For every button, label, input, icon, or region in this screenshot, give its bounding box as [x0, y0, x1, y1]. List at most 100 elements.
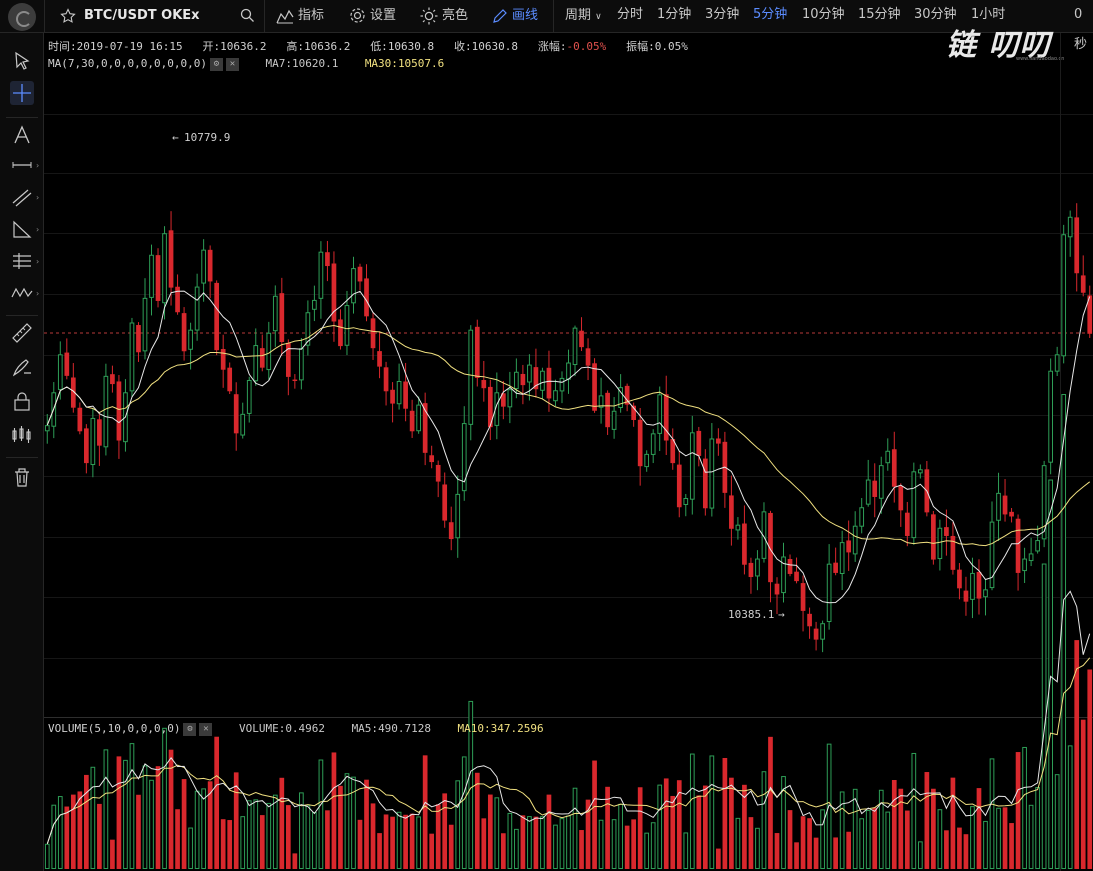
volume-bar — [553, 824, 558, 870]
candle-body — [546, 367, 552, 399]
volume-bar — [162, 727, 167, 870]
cursor-arrow-icon[interactable] — [10, 49, 34, 73]
candle-body — [416, 404, 421, 432]
volume-bar — [520, 815, 526, 869]
volume-bar — [716, 848, 721, 869]
volume-bar — [865, 810, 871, 869]
period-option[interactable]: 1小时 — [971, 7, 1006, 22]
period-option-active[interactable]: 5分钟 — [753, 7, 788, 22]
period-option[interactable]: 3分钟 — [705, 7, 740, 22]
candle-body — [142, 297, 148, 352]
wave-pattern-tool-icon[interactable] — [10, 281, 34, 305]
volume-close-icon[interactable]: ✕ — [199, 722, 213, 736]
indicators-icon — [276, 9, 294, 23]
volume-legend: VOLUME(5,10,0,0,0,0) ⚙ ✕ VOLUME:0.4962 MA5… — [48, 722, 544, 736]
volume-bar — [579, 830, 584, 869]
settings-button[interactable]: 设置 — [349, 0, 396, 33]
volume-bar — [390, 816, 395, 869]
volume-settings-icon[interactable]: ⚙ — [183, 722, 197, 736]
draw-button[interactable]: 画线 — [492, 0, 538, 33]
ruler-icon[interactable] — [10, 321, 34, 345]
volume-bar — [748, 817, 754, 869]
candle-body — [279, 293, 285, 342]
candle-body — [559, 377, 565, 392]
ma-legend: MA(7,30,0,0,0,0,0,0,0,0) ⚙ ✕ MA7:10620.1 M… — [48, 57, 445, 71]
volume-bar — [872, 807, 878, 869]
symbol-title[interactable]: BTC/USDT OKEx — [84, 8, 200, 23]
volume-bar — [188, 827, 193, 870]
candle-body — [64, 352, 70, 376]
volume-bar — [683, 832, 689, 869]
volume-bar — [84, 774, 89, 869]
lock-icon[interactable] — [10, 389, 34, 413]
fibonacci-tool-icon[interactable] — [10, 249, 34, 273]
candle-body — [735, 524, 741, 531]
volume-bar — [572, 787, 578, 870]
volume-bar — [370, 803, 376, 869]
volume-bar — [735, 817, 741, 869]
candle-body — [787, 559, 793, 574]
triangle-tool-icon[interactable] — [10, 217, 34, 241]
ma-params[interactable]: MA(7,30,0,0,0,0,0,0,0,0) — [48, 57, 207, 70]
volume-bar — [1048, 479, 1053, 869]
volume-bar — [325, 810, 330, 869]
period-option[interactable]: 分时 — [617, 7, 644, 22]
candle-body — [976, 571, 982, 599]
volume-bar — [937, 809, 943, 870]
volume-params[interactable]: VOLUME(5,10,0,0,0,0) — [48, 722, 181, 735]
candle-body — [390, 389, 395, 404]
volume-bar — [201, 788, 206, 869]
candle-body — [207, 249, 213, 282]
trend-channel-tool-icon[interactable] — [10, 185, 34, 209]
candle-body — [872, 480, 878, 497]
candle-body — [500, 393, 506, 407]
volume-bar — [285, 805, 291, 869]
candle-body — [1054, 354, 1060, 372]
ma-close-icon[interactable]: ✕ — [225, 57, 239, 71]
volume-bar — [950, 777, 956, 869]
candle-body — [429, 455, 435, 463]
indicators-button[interactable]: 指标 — [276, 0, 324, 33]
ohlc-high: 10636.2 — [303, 40, 351, 53]
candlestick-visibility-icon[interactable] — [10, 423, 34, 447]
candle-body — [325, 252, 330, 267]
ma7-line — [46, 290, 1091, 604]
crosshair-icon[interactable] — [10, 81, 34, 105]
text-tool-icon[interactable] — [10, 123, 34, 147]
volume-bar — [123, 759, 128, 869]
period-option[interactable]: 15分钟 — [858, 7, 901, 22]
favorite-star-icon[interactable] — [60, 0, 76, 33]
theme-toggle-button[interactable]: 亮色 — [420, 0, 468, 33]
period-option[interactable]: 1分钟 — [657, 7, 692, 22]
candle-body — [285, 342, 291, 377]
volume-bar — [566, 815, 571, 869]
period-option[interactable]: 30分钟 — [914, 7, 957, 22]
symbol-search-icon[interactable] — [240, 0, 255, 33]
candle-body — [442, 484, 448, 521]
trash-icon[interactable] — [10, 465, 34, 489]
volume-bar — [859, 818, 865, 870]
brush-icon[interactable] — [10, 355, 34, 379]
period-option[interactable]: 10分钟 — [802, 7, 845, 22]
candle-body — [474, 326, 480, 378]
candle-body — [272, 295, 278, 332]
volume-bars — [44, 394, 1093, 870]
volume-bar — [448, 824, 454, 869]
candle-body — [357, 266, 363, 282]
volume-bar — [487, 794, 493, 869]
horizontal-line-tool-icon[interactable] — [10, 153, 34, 177]
volume-bar — [207, 781, 213, 869]
volume-bar — [461, 756, 467, 869]
chevron-down-icon: ∨ — [595, 12, 602, 22]
candle-body — [781, 556, 786, 594]
volume-bar — [136, 794, 141, 869]
volume-bar — [742, 784, 747, 869]
candle-body — [377, 351, 382, 367]
drawing-toolbar: › › › › › — [0, 33, 44, 871]
watermark-url: www.liandaodao.cn — [1016, 56, 1065, 62]
period-dropdown[interactable]: 周期 ∨ — [565, 0, 602, 33]
candle-body — [344, 305, 350, 346]
price-chart[interactable]: ← 10779.9 10385.1 → — [44, 33, 1093, 871]
candle-body — [800, 583, 806, 611]
ma-settings-icon[interactable]: ⚙ — [209, 57, 223, 71]
